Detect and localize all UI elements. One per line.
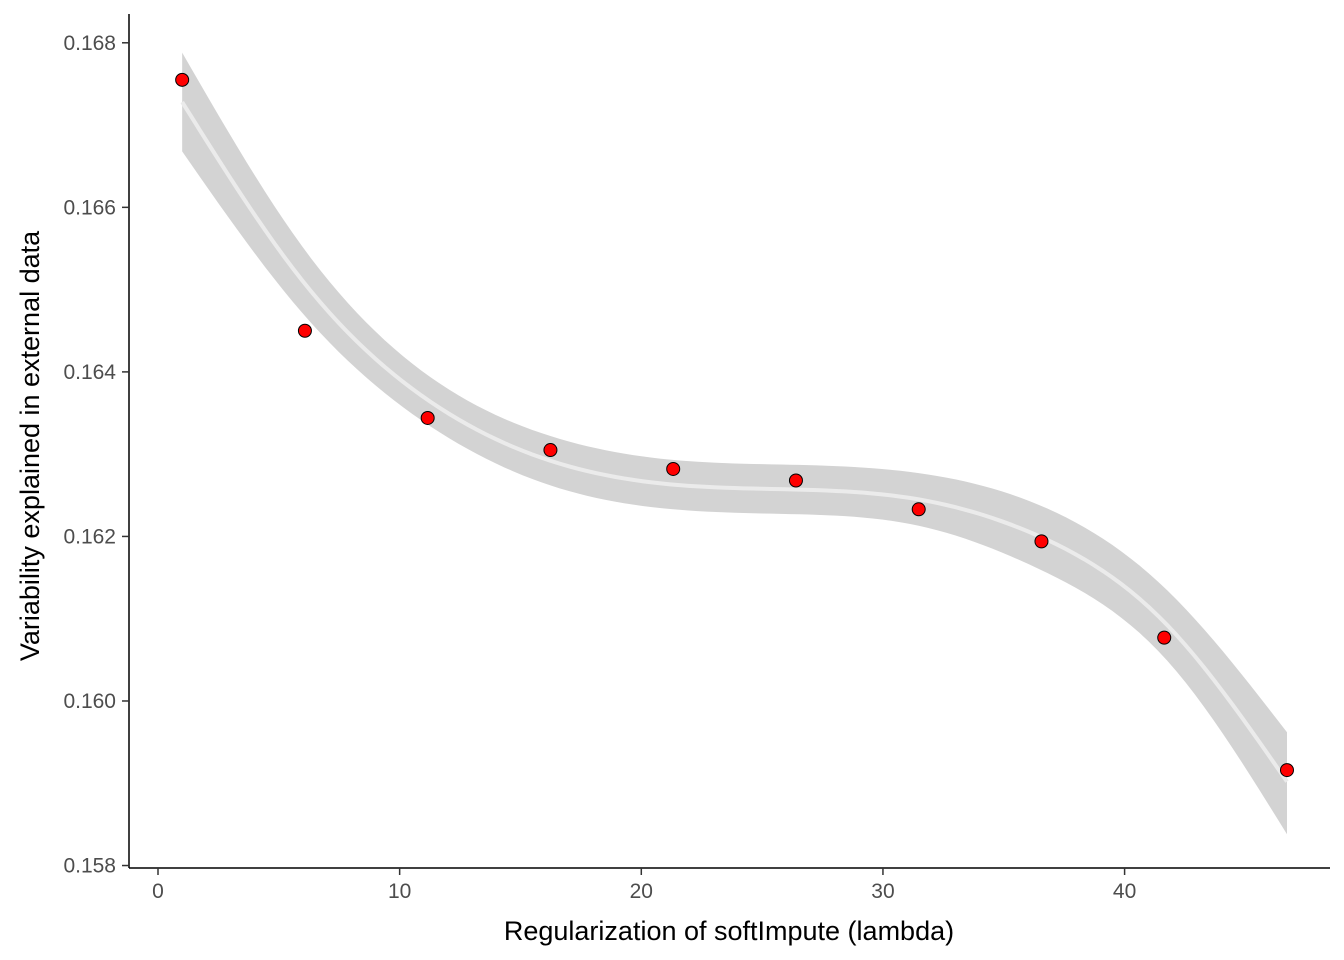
x-tick-label: 40 [1113, 880, 1136, 903]
data-point [911, 502, 926, 517]
data-point [788, 473, 803, 488]
data-point [1034, 534, 1049, 549]
y-axis-title: Variability explained in external data [15, 230, 45, 661]
x-axis-title: Regularization of softImpute (lambda) [504, 916, 954, 946]
data-points-layer [175, 72, 1294, 778]
y-tick-label: 0.166 [63, 196, 116, 219]
x-tick-label: 0 [152, 880, 164, 903]
data-point [1279, 763, 1294, 778]
data-point [1157, 630, 1172, 645]
y-tick-label: 0.168 [63, 32, 116, 55]
x-tick-label: 20 [630, 880, 653, 903]
smooth-line-layer [180, 100, 1289, 783]
x-tick-label: 30 [871, 880, 894, 903]
y-tick-label: 0.160 [63, 690, 116, 713]
data-point [420, 410, 435, 425]
axes-layer: 0 10 20 30 40 0.158 0.160 0.162 0.164 0.166 0.168 [63, 14, 1330, 903]
smooth-line [180, 100, 1289, 783]
x-tick-label: 10 [388, 880, 411, 903]
data-point [666, 461, 681, 476]
data-point [543, 443, 558, 458]
y-tick-label: 0.164 [63, 361, 116, 384]
data-point [297, 323, 312, 338]
y-tick-label: 0.162 [63, 525, 116, 548]
y-tick-label: 0.158 [63, 855, 116, 878]
data-point [175, 72, 190, 87]
